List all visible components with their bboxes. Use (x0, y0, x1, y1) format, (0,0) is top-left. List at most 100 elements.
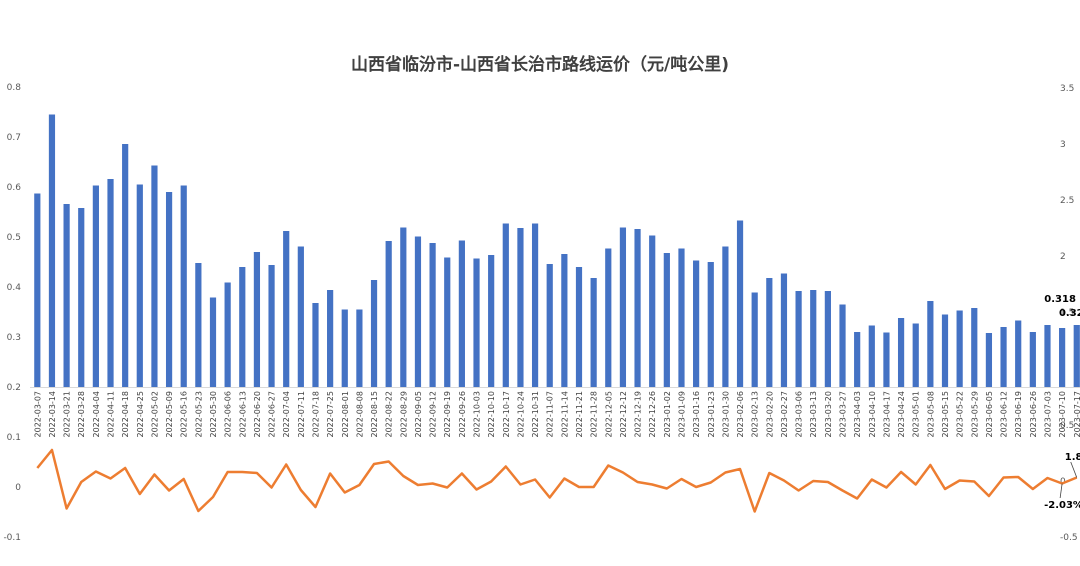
bar (854, 332, 861, 387)
bar (253, 252, 261, 387)
x-tick-label: 2023-03-13 (809, 391, 818, 438)
x-tick-label: 2022-05-09 (165, 391, 174, 438)
x-tick-label: 2022-07-04 (282, 391, 291, 438)
x-tick-label: 2022-08-08 (355, 391, 364, 438)
bar (883, 332, 890, 387)
x-tick-label: 2023-05-29 (970, 391, 979, 438)
x-tick-label: 2023-01-09 (677, 391, 686, 438)
bar (941, 314, 949, 387)
bar (195, 263, 202, 387)
x-tick-label: 2022-04-04 (92, 391, 101, 438)
x-tick-label: 2022-06-06 (224, 391, 233, 438)
bar (224, 282, 231, 387)
x-tick-label: 2022-03-28 (77, 391, 86, 438)
x-tick-label: 2023-05-22 (956, 391, 965, 438)
bar (619, 227, 627, 387)
bar (414, 236, 422, 387)
x-tick-label: 2022-12-19 (634, 391, 643, 438)
bar (912, 323, 919, 387)
x-tick-label: 2022-10-03 (473, 391, 482, 438)
bar (634, 229, 641, 387)
x-tick-label: 2022-10-10 (487, 391, 496, 438)
x-tick-label: 2023-04-17 (882, 391, 891, 438)
x-tick-label: 2022-04-11 (107, 391, 116, 438)
bar (34, 193, 41, 387)
y-tick-label-right: 1.5 (1060, 308, 1074, 318)
x-tick-label: 2022-07-11 (297, 391, 306, 438)
x-tick-label: 2022-03-07 (33, 391, 42, 438)
x-tick-label: 2022-11-14 (560, 391, 569, 438)
bar (136, 184, 143, 387)
y-tick-label-left: 0.8 (7, 83, 22, 93)
x-tick-label: 2022-08-22 (385, 391, 394, 438)
bar (312, 303, 319, 387)
y-tick-label-left: 0.5 (7, 233, 21, 243)
bar (502, 223, 509, 387)
y-tick-label-right: 2 (1060, 252, 1066, 262)
x-tick-label: 2023-04-24 (897, 391, 906, 438)
y2-tick-label-left: 0.1 (7, 433, 21, 443)
x-tick-label: 2022-11-28 (590, 391, 599, 438)
bar (165, 192, 173, 387)
y-tick-label-left: 0.2 (7, 383, 21, 393)
x-tick-label: 2022-09-19 (443, 391, 452, 438)
x-tick-label: 2023-01-30 (721, 391, 730, 438)
bar (546, 264, 553, 387)
x-tick-label: 2023-02-27 (780, 391, 789, 438)
x-tick-label: 2022-11-21 (575, 391, 584, 438)
x-tick-label: 2022-09-26 (458, 391, 467, 438)
x-tick-label: 2023-06-12 (1000, 391, 1009, 438)
x-tick-label: 2023-04-10 (868, 391, 877, 438)
bar (458, 240, 465, 387)
leader-line (1070, 461, 1078, 478)
bar (575, 267, 583, 387)
x-tick-label: 2023-04-03 (853, 391, 862, 438)
bar (385, 241, 392, 387)
x-tick-label: 2022-11-07 (546, 391, 555, 438)
y-tick-label-left: 0.3 (7, 333, 21, 343)
x-tick-label: 2022-05-16 (180, 391, 189, 438)
bar (868, 325, 875, 387)
bar (897, 318, 905, 387)
x-tick-label: 2022-12-05 (604, 391, 613, 438)
data-label-line: 1.89% (1065, 452, 1080, 463)
bar (297, 246, 304, 387)
x-tick-label: 2022-08-01 (341, 391, 350, 438)
y-tick-label-left: 0.4 (7, 283, 22, 293)
leader-line (1059, 483, 1063, 499)
line-series (36, 448, 1078, 513)
bar (473, 258, 480, 387)
bar (1059, 328, 1066, 387)
bar (268, 265, 275, 387)
x-tick-label: 2022-06-27 (268, 391, 277, 438)
bar (283, 231, 290, 387)
y2-tick-label-left: 0 (15, 483, 21, 493)
bar (810, 290, 817, 387)
x-tick-label: 2022-10-24 (516, 391, 525, 438)
bar (517, 228, 524, 387)
x-tick-label: 2023-07-03 (1043, 391, 1052, 438)
bar (209, 297, 217, 387)
x-tick-label: 2023-02-13 (751, 391, 760, 438)
x-tick-label: 2022-10-31 (531, 391, 540, 438)
bar (736, 220, 744, 387)
bar (400, 227, 407, 387)
bar (1044, 325, 1051, 387)
bar (722, 246, 729, 387)
bar (180, 185, 187, 387)
x-tick-label: 2022-09-05 (414, 391, 423, 438)
x-tick-label: 2022-03-21 (63, 391, 72, 438)
bar (985, 333, 993, 387)
x-tick-label: 2023-05-01 (912, 391, 921, 438)
bar (663, 253, 670, 387)
bar (327, 290, 334, 387)
bar (795, 291, 802, 387)
y-tick-label-left: 0.6 (7, 183, 22, 193)
x-tick-label: 2023-07-10 (1058, 391, 1067, 438)
y-tick-label-left: 0.7 (7, 133, 21, 143)
x-tick-label: 2023-06-05 (985, 391, 994, 438)
bar (824, 291, 831, 387)
bar (63, 204, 70, 387)
bar (839, 304, 846, 387)
